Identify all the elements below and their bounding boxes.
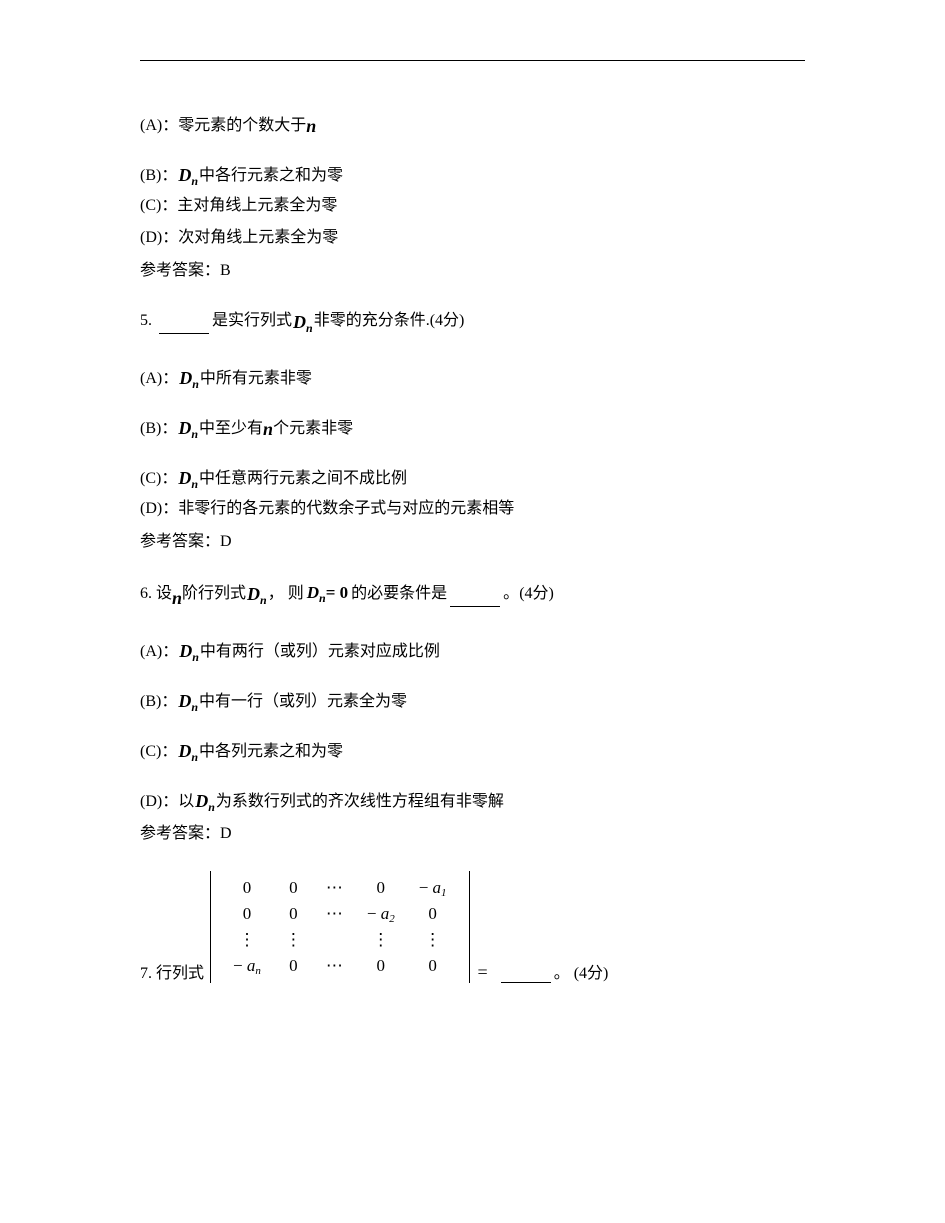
q6-answer: 参考答案：D	[140, 819, 805, 843]
option-text: 次对角线上元素全为零	[178, 229, 338, 246]
q4-option-a: (A)： 零元素的个数大于 n	[140, 111, 805, 135]
math-dn: Dn	[178, 166, 198, 185]
q4-option-c: (C)：主对角线上元素全为零	[140, 193, 805, 219]
q5-option-b: (B)： Dn 中至少有 n 个元素非零	[140, 414, 805, 438]
q5-option-d: (D)：非零行的各元素的代数余子式与对应的元素相等	[140, 496, 805, 522]
q6-option-b: (B)： Dn 中有一行（或列）元素全为零	[140, 687, 805, 711]
q5-answer: 参考答案：D	[140, 527, 805, 551]
math-n: n	[306, 117, 316, 135]
math-dn: Dn	[293, 313, 313, 334]
q6-option-a: (A)： Dn 中有两行（或列）元素对应成比例	[140, 637, 805, 661]
determinant: 00⋯0− a100⋯− a20⋮⋮⋮⋮− an0⋯00	[210, 871, 470, 983]
option-text: 中各行元素之和为零	[199, 161, 343, 185]
q6-option-c: (C)： Dn 中各列元素之和为零	[140, 737, 805, 761]
q6-option-d: (D)： 以 Dn 为系数行列式的齐次线性方程组有非零解	[140, 787, 805, 811]
q5-stem: 5. 是实行列式 Dn 非零的充分条件. (4分)	[140, 308, 805, 334]
option-label: (B)：	[140, 161, 177, 185]
q6-stem: 6. 设 n 阶行列式 Dn ， 则 Dn = 0 的必要条件是 。 (4分)	[140, 579, 805, 606]
option-label: (C)：	[140, 197, 177, 214]
option-text: 零元素的个数大于	[178, 111, 306, 135]
q5-option-c: (C)： Dn 中任意两行元素之间不成比例	[140, 464, 805, 488]
equals-sign: =	[478, 962, 488, 983]
q4-option-d: (D)：次对角线上元素全为零	[140, 225, 805, 251]
q4-option-b: (B)： Dn 中各行元素之和为零	[140, 161, 805, 185]
option-label: (D)：	[140, 229, 178, 246]
q5-option-a: (A)： Dn 中所有元素非零	[140, 364, 805, 388]
option-label: (A)：	[140, 111, 178, 135]
fill-blank	[159, 320, 209, 334]
points: (4分)	[430, 308, 465, 334]
equation-dn-eq-0: Dn = 0	[307, 579, 348, 606]
fill-blank	[501, 969, 551, 983]
question-number: 5.	[140, 308, 152, 334]
top-rule	[140, 60, 805, 61]
q7-stem: 7. 行列式 00⋯0− a100⋯− a20⋮⋮⋮⋮− an0⋯00 = 。 …	[140, 871, 805, 983]
q4-answer: 参考答案：B	[140, 256, 805, 280]
determinant-matrix: 00⋯0− a100⋯− a20⋮⋮⋮⋮− an0⋯00	[221, 875, 459, 979]
option-text: 主对角线上元素全为零	[177, 197, 337, 214]
fill-blank	[450, 593, 500, 607]
